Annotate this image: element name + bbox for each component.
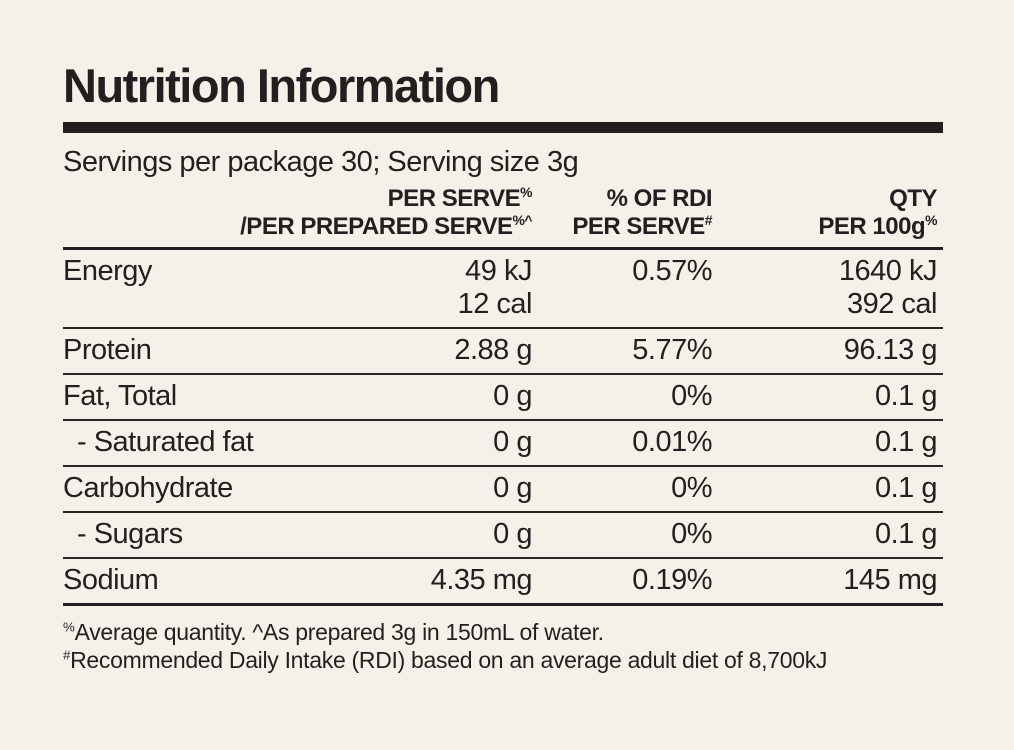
value-qty-line2: 392 cal <box>846 287 938 320</box>
cell-qty: 0.1 g <box>875 425 938 458</box>
row-name: - Sugars <box>77 517 183 550</box>
value-per-serve-line2: 12 cal <box>457 287 533 320</box>
cell-qty: 145 mg <box>843 563 937 596</box>
header-rdi: % OF RDI PER SERVE# <box>532 185 715 242</box>
table-row-protein: Protein 2.88 g 5.77% 96.13 g <box>63 329 943 375</box>
title-underline-bar <box>63 122 943 133</box>
cell-qty: 1640 kJ 392 cal <box>715 255 943 321</box>
footnote-marker: % <box>925 212 937 229</box>
nutrition-table: PER SERVE% /PER PREPARED SERVE%^ % OF RD… <box>63 185 943 606</box>
header-qty-line1: QTY <box>889 185 937 212</box>
cell-per-serve: 49 kJ 12 cal <box>303 254 533 321</box>
cell-rdi: 0% <box>671 517 712 550</box>
row-name: Sodium <box>63 563 159 596</box>
cell-rdi: 0.01% <box>632 425 712 458</box>
footnote-marker: % <box>63 618 75 634</box>
row-name: Protein <box>63 333 152 366</box>
footnote-marker: # <box>704 212 713 229</box>
header-rdi-line2: PER SERVE <box>572 213 705 241</box>
page-title: Nutrition Information <box>63 59 500 112</box>
cell-qty: 0.1 g <box>875 471 938 504</box>
cell-rdi: 0% <box>671 471 712 504</box>
cell-per-serve: 0 g <box>493 425 532 458</box>
row-name: Carbohydrate <box>63 471 233 504</box>
table-row-sugars: - Sugars 0 g 0% 0.1 g <box>63 513 943 559</box>
cell-qty: 96.13 g <box>843 333 938 366</box>
value-per-serve: 49 kJ <box>465 254 532 287</box>
footnote-marker: % <box>520 184 532 200</box>
cell-rdi: 0.57% <box>632 254 712 287</box>
footnote-average-quantity: %Average quantity. ^As prepared 3g in 15… <box>63 618 943 647</box>
cell-rdi: 0% <box>671 379 712 412</box>
table-row-fat-total: Fat, Total 0 g 0% 0.1 g <box>63 375 943 421</box>
servings-line: Servings per package 30; Serving size 3g <box>63 146 579 178</box>
table-row-carbohydrate: Carbohydrate 0 g 0% 0.1 g <box>63 467 943 513</box>
value-qty: 1640 kJ <box>838 254 938 287</box>
table-row-saturated-fat: - Saturated fat 0 g 0.01% 0.1 g <box>63 421 943 467</box>
row-name: - Saturated fat <box>77 425 254 458</box>
cell-per-serve: 0 g <box>493 517 532 550</box>
nutrition-label: Nutrition Information Servings per packa… <box>63 0 943 675</box>
header-per-serve-line2: /PER PREPARED SERVE <box>240 213 513 241</box>
cell-rdi: 5.77% <box>632 333 712 366</box>
header-rdi-line1: % OF RDI <box>606 185 713 212</box>
cell-rdi: 0.19% <box>632 563 712 596</box>
table-header-row: PER SERVE% /PER PREPARED SERVE%^ % OF RD… <box>63 185 943 250</box>
header-per-serve-line1: PER SERVE <box>387 185 521 212</box>
cell-qty: 0.1 g <box>875 517 938 550</box>
cell-per-serve: 4.35 mg <box>430 563 533 596</box>
cell-per-serve: 0 g <box>493 471 532 504</box>
row-name: Energy <box>63 254 152 287</box>
footnote-marker: %^ <box>512 212 533 229</box>
cell-qty: 0.1 g <box>875 379 938 412</box>
footnote-text: Average quantity. ^As prepared 3g in 150… <box>74 618 605 645</box>
table-row-sodium: Sodium 4.35 mg 0.19% 145 mg <box>63 559 943 606</box>
footnote-text: Recommended Daily Intake (RDI) based on … <box>70 647 828 674</box>
header-qty-line2: PER 100g <box>818 213 926 241</box>
header-per-serve: PER SERVE% /PER PREPARED SERVE%^ <box>63 185 532 242</box>
header-qty: QTY PER 100g% <box>715 185 943 242</box>
row-name: Fat, Total <box>63 379 177 412</box>
cell-per-serve: 0 g <box>493 379 532 412</box>
footnote-rdi: #Recommended Daily Intake (RDI) based on… <box>63 646 943 675</box>
table-row-energy: Energy 49 kJ 12 cal 0.57% 1640 kJ 392 ca… <box>63 250 943 329</box>
cell-per-serve: 2.88 g <box>454 333 532 366</box>
footnote-marker: # <box>63 647 71 663</box>
footnotes: %Average quantity. ^As prepared 3g in 15… <box>63 618 943 676</box>
